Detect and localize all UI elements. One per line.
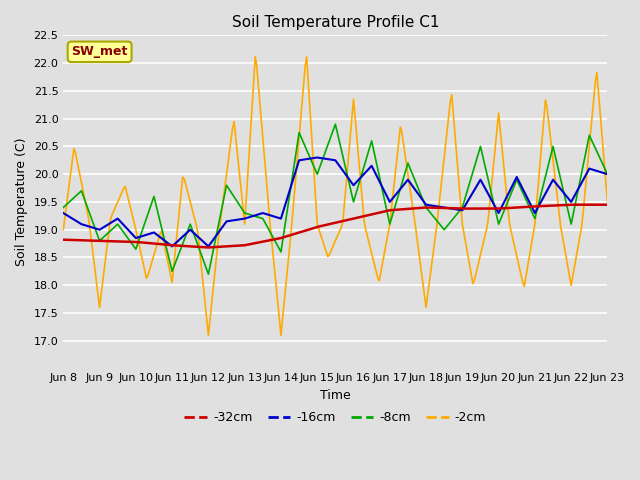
-32cm [161,241,168,247]
-8cm [604,171,611,177]
-2cm [161,243,168,249]
-8cm [390,206,398,212]
-16cm [314,155,321,160]
-2cm [303,54,310,60]
-2cm [403,161,410,167]
-32cm [60,237,67,242]
-32cm [75,237,83,243]
-8cm [540,180,548,185]
-8cm [161,237,168,243]
-2cm [205,332,212,338]
-8cm [60,204,67,210]
Title: Soil Temperature Profile C1: Soil Temperature Profile C1 [232,15,439,30]
-32cm [604,202,611,207]
-16cm [161,238,168,243]
Line: -2cm: -2cm [63,57,607,335]
-32cm [567,202,575,207]
X-axis label: Time: Time [320,389,351,402]
Line: -16cm: -16cm [63,157,607,246]
-16cm [540,193,548,199]
-32cm [401,206,409,212]
-2cm [75,165,83,170]
-2cm [60,227,67,233]
-2cm [604,199,611,205]
-8cm [75,191,83,196]
-32cm [539,203,547,209]
Text: SW_met: SW_met [72,45,128,59]
-16cm [75,219,83,225]
-32cm [389,207,397,213]
-16cm [168,243,176,249]
-16cm [390,193,398,199]
Legend: -32cm, -16cm, -8cm, -2cm: -32cm, -16cm, -8cm, -2cm [179,406,492,429]
Y-axis label: Soil Temperature (C): Soil Temperature (C) [15,138,28,266]
-8cm [205,271,212,277]
Line: -8cm: -8cm [63,124,607,274]
-16cm [60,210,67,216]
-2cm [540,115,548,120]
-32cm [205,245,212,251]
-16cm [403,179,410,184]
-32cm [371,211,378,216]
-8cm [332,121,339,127]
-16cm [604,171,611,177]
-8cm [372,159,380,165]
-2cm [390,180,398,185]
-2cm [372,269,380,275]
-16cm [372,172,380,178]
Line: -32cm: -32cm [63,204,607,248]
-8cm [403,165,410,171]
